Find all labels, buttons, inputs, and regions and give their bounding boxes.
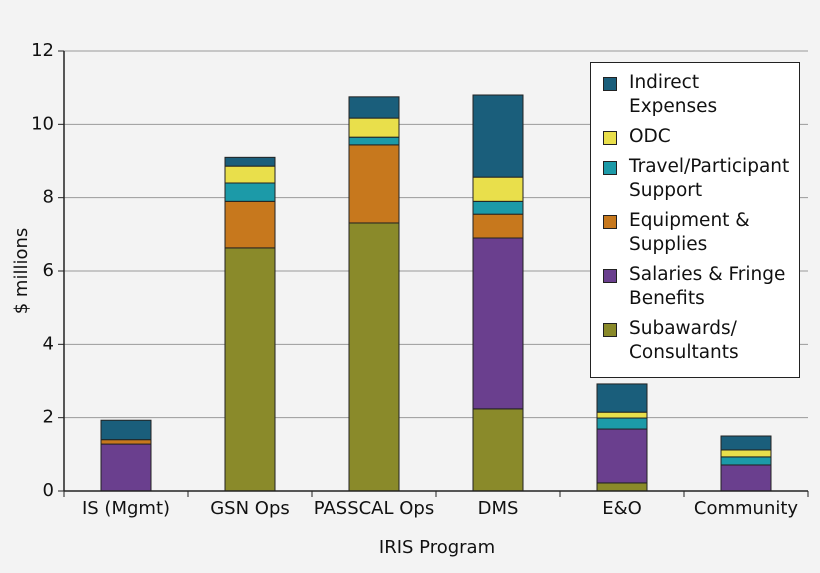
bar-segment — [720, 456, 772, 466]
legend-item: Equipment & Supplies — [603, 209, 789, 257]
bar-segment — [348, 136, 400, 146]
bar-segment — [596, 482, 648, 492]
bar-segment — [100, 439, 152, 445]
bar-segment — [472, 213, 524, 239]
legend-label: Equipment & Supplies — [629, 210, 750, 255]
bar-segment — [348, 222, 400, 492]
bar-segment — [224, 200, 276, 249]
legend-item: Subawards/ Consultants — [603, 317, 789, 365]
legend-label: Indirect Expenses — [629, 72, 718, 117]
bar-segment — [720, 435, 772, 451]
bar-segment — [596, 411, 648, 419]
y-tick-label: 8 — [43, 187, 54, 208]
legend-item: Travel/Participant Support — [603, 155, 789, 203]
bar-segment — [472, 200, 524, 215]
x-axis-title: IRIS Program — [379, 537, 495, 558]
y-tick-label: 6 — [43, 260, 54, 281]
bar-segment — [596, 428, 648, 484]
bar-segment — [348, 117, 400, 138]
legend-swatch — [603, 323, 617, 337]
legend-swatch — [603, 161, 617, 175]
x-tick-label: DMS — [478, 498, 519, 519]
y-tick-label: 2 — [43, 407, 54, 428]
bar-segment — [596, 383, 648, 413]
bar-segment — [224, 247, 276, 492]
x-tick-label: IS (Mgmt) — [82, 498, 170, 519]
legend-label: Subawards/ Consultants — [629, 318, 739, 363]
x-tick-label: E&O — [602, 498, 642, 519]
bar-segment — [348, 96, 400, 119]
bar-segment — [100, 419, 152, 441]
bar-segment — [472, 237, 524, 410]
legend-label: Salaries & Fringe Benefits — [629, 264, 786, 309]
bar-segment — [472, 176, 524, 202]
legend-swatch — [603, 269, 617, 283]
bar-segment — [720, 464, 772, 492]
x-tick-label: GSN Ops — [210, 498, 290, 519]
y-tick-label: 12 — [31, 40, 54, 61]
legend-item: Salaries & Fringe Benefits — [603, 263, 789, 311]
bar-segment — [224, 165, 276, 184]
legend-label: Travel/Participant Support — [629, 156, 790, 201]
legend-swatch — [603, 215, 617, 229]
bar-segment — [720, 449, 772, 458]
legend-swatch — [603, 77, 617, 91]
x-tick-label: Community — [694, 498, 799, 519]
bar-segment — [100, 443, 152, 492]
legend-swatch — [603, 131, 617, 145]
legend: Indirect Expenses ODC Travel/Participant S… — [590, 62, 800, 378]
legend-item: ODC — [603, 125, 789, 149]
x-tick-label: PASSCAL Ops — [314, 498, 434, 519]
bar-segment — [472, 408, 524, 492]
y-tick-label: 10 — [31, 113, 54, 134]
bar-segment — [596, 417, 648, 430]
bar-segment — [348, 144, 400, 224]
y-tick-label: 4 — [43, 333, 54, 354]
legend-item: Indirect Expenses — [603, 71, 789, 119]
bar-segment — [472, 94, 524, 178]
legend-label: ODC — [629, 126, 671, 147]
y-tick-label: 0 — [43, 480, 54, 501]
y-axis-title: $ millions — [11, 228, 32, 315]
bar-segment — [224, 156, 276, 167]
bar-segment — [224, 182, 276, 202]
